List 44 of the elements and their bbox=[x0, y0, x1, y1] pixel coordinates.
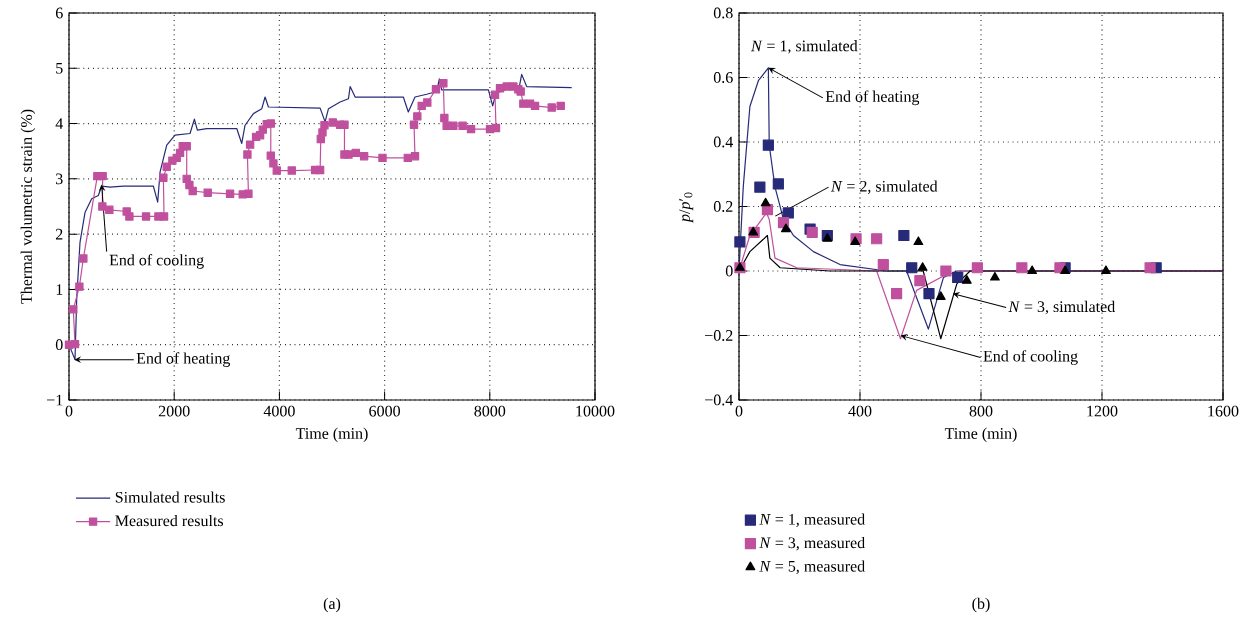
legend-label: N = 5, measured bbox=[759, 560, 865, 574]
y-tick-label: 2 bbox=[55, 228, 63, 240]
annotation: N = 2, simulated bbox=[830, 180, 938, 194]
y-tick-label: −0.4 bbox=[705, 394, 734, 406]
x-tick-label: 800 bbox=[969, 405, 993, 417]
annotation: End of cooling bbox=[109, 254, 204, 269]
y-axis-title: Thermal volumetric strain (%) bbox=[20, 109, 36, 304]
legend-label: N = 3, measured bbox=[759, 536, 865, 551]
legend-label: Measured results bbox=[115, 514, 224, 527]
y-tick-label: 4 bbox=[55, 118, 64, 129]
annotation: N = 1, simulated bbox=[750, 40, 858, 54]
x-tick-label: 2000 bbox=[158, 405, 190, 417]
legend-label: N = 1, measured bbox=[759, 513, 865, 527]
x-tick-label: 4000 bbox=[263, 405, 295, 417]
y-tick-label: −0.2 bbox=[705, 330, 733, 341]
y-tick-label: 0.8 bbox=[713, 7, 733, 19]
y-tick-label: 6 bbox=[55, 7, 63, 19]
text: (a) bbox=[323, 597, 341, 613]
legend-label: Simulated results bbox=[115, 491, 225, 503]
y-tick-label: 0.4 bbox=[713, 136, 734, 148]
x-tick-label: 10000 bbox=[576, 405, 615, 417]
x-axis-title: Time (min) bbox=[295, 427, 368, 443]
y-tick-label: 0 bbox=[725, 265, 733, 277]
x-tick-label: 0 bbox=[65, 405, 73, 417]
annotation: End of cooling bbox=[983, 350, 1078, 365]
x-tick-label: 8000 bbox=[474, 405, 506, 417]
annotation: End of heating bbox=[825, 90, 920, 106]
y-tick-label: 5 bbox=[56, 62, 63, 74]
text: (b) bbox=[972, 597, 990, 613]
x-tick-label: 1600 bbox=[1208, 405, 1239, 417]
x-tick-label: 0 bbox=[735, 405, 743, 417]
x-axis-title: Time (min) bbox=[944, 427, 1017, 443]
y-tick-label: 0 bbox=[55, 339, 63, 351]
y-axis-title: p/p′$_{0}$ bbox=[679, 192, 694, 223]
annotation: End of heating bbox=[136, 352, 231, 367]
annotation: N = 3, simulated bbox=[1008, 300, 1116, 315]
x-tick-label: 6000 bbox=[369, 405, 400, 417]
y-tick-label: 0.6 bbox=[713, 72, 733, 83]
x-tick-label: 400 bbox=[848, 405, 872, 417]
y-tick-label: 0.2 bbox=[713, 201, 733, 212]
y-tick-label: −1 bbox=[47, 394, 63, 406]
x-tick-label: 1200 bbox=[1087, 405, 1118, 417]
y-tick-label: 3 bbox=[56, 173, 63, 185]
y-tick-label: 1 bbox=[56, 284, 63, 295]
